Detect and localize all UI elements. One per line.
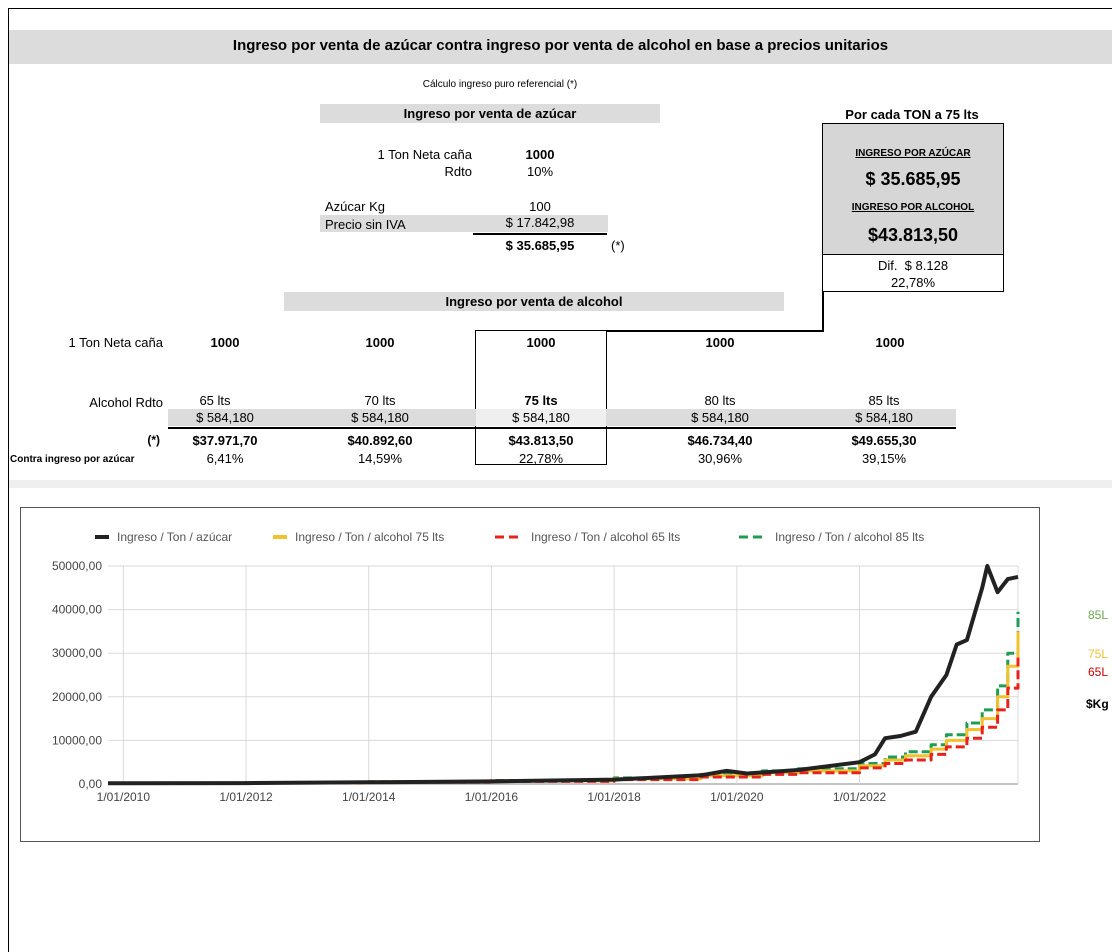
alcohol-col-80-rdto: 80 lts [704,393,736,408]
alcohol-col-70-ton: 1000 [365,335,395,350]
sugar-header: Ingreso por venta de azúcar [320,104,660,123]
x-tick-label: 1/01/2022 [833,790,887,804]
y-tick-label: 50000,00 [52,559,102,573]
summary-alcohol-label: INGRESO POR ALCOHOL [851,202,975,213]
chart-series [107,564,1020,786]
page-title: Ingreso por venta de azúcar contra ingre… [232,37,889,54]
page-subtitle: Cálculo ingreso puro referencial (*) [422,79,578,90]
alcohol-col-80-price: $ 584,180 [691,410,749,425]
alcohol-col-65-total: $37.971,70 [192,433,258,448]
sugar-azucar-label: Azúcar Kg [325,199,385,214]
sugar-total-note: (*) [611,238,625,253]
x-tick-label: 1/01/2018 [587,790,641,804]
alcohol-col-65-pct: 6,41% [206,451,244,466]
alcohol-col-70-total: $40.892,60 [347,433,413,448]
alcohol-header: Ingreso por venta de alcohol [284,292,784,311]
alcohol-col-75-ton: 1000 [526,335,556,350]
alcohol-col-70-price: $ 584,180 [351,410,409,425]
y-axis-ticks: 0,00 10000,00 20000,00 30000,00 40000,00 5000… [52,559,102,791]
alcohol-col-65-rdto: 65 lts [199,393,231,408]
legend-label: Ingreso / Ton / azúcar [117,530,232,544]
x-tick-label: 1/01/2010 [97,790,151,804]
chart-legend: Ingreso / Ton / azúcar Ingreso / Ton / al… [95,530,924,544]
summary-dif-label: Dif. [877,258,898,273]
alcohol-highlight-box [475,330,607,465]
summary-dif-value: $ 8.128 [904,258,949,273]
alcohol-rdto-label: Alcohol Rdto [89,395,163,410]
chart-container: Ingreso / Ton / azúcar Ingreso / Ton / al… [20,507,1040,842]
sugar-total-rule [473,233,607,235]
sugar-price-value: $ 17.842,98 [505,215,575,230]
y-tick-label: 10000,00 [52,733,102,747]
section-background-tail [9,480,1112,488]
sugar-price-band [320,215,608,232]
alcohol-col-65-ton: 1000 [210,335,240,350]
summary-sugar-value: $ 35.685,95 [865,169,961,189]
side-label-65: 65L [1088,665,1109,679]
y-tick-label: 30000,00 [52,646,102,660]
summary-dif-box [822,253,1004,292]
summary-dif-pct: 22,78% [890,275,936,290]
sugar-rdto-value: 10% [526,164,554,179]
side-label-85: 85L [1088,608,1109,622]
alcohol-col-85-total: $49.655,30 [851,433,917,448]
alcohol-col-75-total: $43.813,50 [508,433,574,448]
alcohol-col-75-rdto: 75 lts [524,393,558,408]
alcohol-col-80-ton: 1000 [705,335,735,350]
series-line [107,564,1019,786]
x-tick-label: 1/01/2014 [342,790,396,804]
side-label-75: 75L [1088,647,1109,661]
side-label-kg: $Kg [1086,697,1109,711]
legend-label: Ingreso / Ton / alcohol 75 lts [295,530,444,544]
alcohol-col-75-price: $ 584,180 [512,410,570,425]
x-axis-ticks: 1/01/2010 1/01/2012 1/01/2014 1/01/2016 1/01… [97,790,887,804]
summary-alcohol-value: $43.813,50 [867,225,959,245]
summary-box [822,123,1004,255]
x-tick-label: 1/01/2016 [465,790,519,804]
alcohol-col-70-pct: 14,59% [357,451,403,466]
sugar-ton-label: 1 Ton Neta caña [377,147,472,162]
alcohol-total-label: (*) [147,433,160,447]
alcohol-col-70-rdto: 70 lts [364,393,396,408]
line-chart: Ingreso / Ton / azúcar Ingreso / Ton / al… [52,530,1020,804]
alcohol-col-65-price: $ 584,180 [196,410,254,425]
sugar-rdto-label: Rdto [444,164,472,179]
y-tick-label: 0,00 [79,777,103,791]
title-band [9,30,1112,64]
sugar-total-value: $ 35.685,95 [505,238,575,253]
alcohol-price-band-highlight [476,409,606,426]
summary-header: Por cada TON a 75 lts [845,107,979,122]
alcohol-col-85-rdto: 85 lts [868,393,900,408]
alcohol-ton-label: 1 Ton Neta caña [68,335,163,350]
sugar-ton-value: 1000 [525,147,555,162]
legend-label: Ingreso / Ton / alcohol 65 lts [531,530,680,544]
alcohol-col-85-pct: 39,15% [861,451,907,466]
legend-label: Ingreso / Ton / alcohol 85 lts [775,530,924,544]
series-line [108,611,1020,785]
x-tick-label: 1/01/2012 [219,790,273,804]
alcohol-col-80-total: $46.734,40 [687,433,753,448]
summary-sugar-label: INGRESO POR AZÚCAR [855,148,971,159]
alcohol-col-85-ton: 1000 [875,335,905,350]
x-tick-label: 1/01/2020 [710,790,764,804]
summary-connector-h [607,330,824,332]
summary-dif: Dif. $ 8.128 [822,258,1004,273]
alcohol-col-75-pct: 22,78% [518,451,564,466]
sugar-price-label: Precio sin IVA [325,217,406,232]
series-line [108,631,1020,785]
y-tick-label: 20000,00 [52,690,102,704]
chart-grid [108,565,1019,785]
sheet-frame [8,8,1112,952]
alcohol-total-rule [168,427,956,429]
alcohol-col-80-pct: 30,96% [697,451,743,466]
sugar-azucar-value: 100 [529,199,551,214]
alcohol-pct-label: Contra ingreso por azúcar [10,454,135,465]
summary-connector-v [822,291,824,331]
alcohol-col-85-price: $ 584,180 [855,410,913,425]
y-tick-label: 40000,00 [52,603,102,617]
